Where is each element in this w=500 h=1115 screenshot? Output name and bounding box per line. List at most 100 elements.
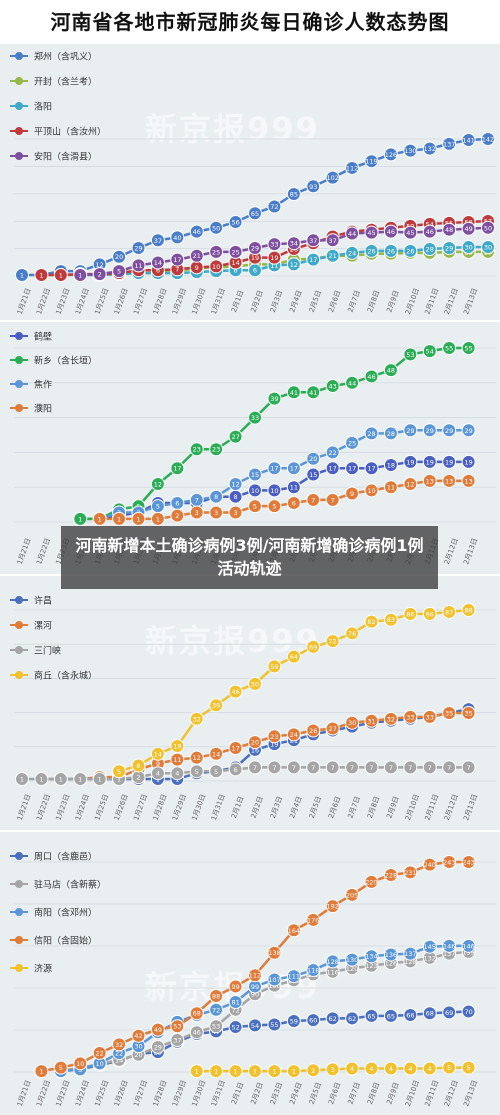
data-point — [364, 949, 379, 964]
data-label: 23 — [270, 733, 278, 741]
data-label: 56 — [231, 218, 239, 226]
x-tick-label: 2月8日 — [366, 289, 381, 313]
data-point — [403, 606, 418, 621]
data-point — [267, 760, 282, 775]
data-point — [461, 454, 476, 469]
data-label: 164 — [288, 927, 300, 935]
data-label: 1 — [39, 776, 43, 784]
data-point — [325, 445, 340, 460]
data-label: 49 — [464, 225, 472, 233]
data-point — [189, 224, 204, 239]
x-tick-label: 2月1日 — [230, 1081, 245, 1105]
data-point — [345, 226, 360, 241]
data-label: 1 — [98, 776, 102, 784]
data-point — [267, 499, 282, 514]
data-label: 146 — [443, 942, 455, 950]
data-label: 1 — [214, 1068, 218, 1076]
data-point — [383, 243, 398, 258]
x-tick-label: 1月23日 — [55, 793, 72, 821]
data-label: 14 — [154, 750, 162, 758]
data-point — [306, 1013, 321, 1028]
data-label: 30 — [464, 244, 472, 252]
data-label: 1 — [117, 776, 121, 784]
data-label: 112 — [346, 164, 358, 172]
data-label: 4 — [408, 1065, 412, 1073]
data-label: 50 — [251, 680, 259, 688]
data-point — [422, 454, 437, 469]
data-label: 62 — [329, 1015, 337, 1023]
x-tick-label: 2月5日 — [308, 1081, 323, 1105]
data-point — [442, 473, 457, 488]
data-point — [422, 241, 437, 256]
data-label: 99 — [251, 983, 259, 991]
data-point — [422, 1061, 437, 1076]
data-label: 54 — [426, 220, 434, 228]
data-point — [228, 214, 243, 229]
data-point — [267, 237, 282, 252]
data-point — [422, 423, 437, 438]
x-tick-label: 2月6日 — [327, 795, 342, 819]
data-point — [481, 220, 495, 235]
chart-panel-4: 新京报999 1月21日1月22日1月23日1月24日1月25日1月26日1月2… — [0, 832, 500, 1115]
data-label: 55 — [464, 345, 472, 353]
data-point — [364, 760, 379, 775]
data-label: 33 — [406, 713, 414, 721]
x-tick-label: 1月24日 — [74, 793, 91, 821]
data-point — [209, 1002, 224, 1017]
data-label: 41 — [309, 389, 317, 397]
series-line — [80, 245, 488, 277]
data-point — [286, 461, 301, 476]
data-point — [364, 1008, 379, 1023]
x-tick-label: 2月7日 — [347, 795, 362, 819]
data-label: 7 — [408, 764, 412, 772]
data-point — [325, 899, 340, 914]
series-line — [60, 950, 469, 1073]
x-tick-label: 2月10日 — [404, 793, 421, 821]
x-tick-label: 1月28日 — [152, 793, 169, 821]
data-point — [150, 511, 165, 526]
data-point — [442, 1060, 457, 1075]
data-point — [248, 760, 262, 775]
data-point — [228, 1020, 243, 1035]
data-label: 7 — [447, 764, 451, 772]
data-label: 29 — [464, 427, 472, 435]
data-label: 22 — [329, 449, 337, 457]
x-tick-label: 1月21日 — [16, 793, 33, 821]
data-label: 29 — [154, 1043, 162, 1051]
x-tick-label: 1月27日 — [132, 793, 149, 821]
data-label: 5 — [214, 768, 218, 776]
data-label: 19 — [406, 458, 414, 466]
data-label: 126 — [385, 151, 397, 159]
data-point — [325, 248, 340, 263]
data-point — [325, 492, 340, 507]
data-label: 116 — [326, 968, 338, 976]
data-label: 7 — [311, 764, 315, 772]
data-point — [325, 461, 340, 476]
data-point — [267, 1064, 282, 1079]
data-point — [442, 604, 457, 619]
data-label: 46 — [426, 228, 434, 236]
data-point — [131, 258, 146, 273]
chart-panel-3: 新京报999 1月21日 1月22日 1月23日 1月24日 1月25日 1月26日 1月2… — [0, 576, 500, 830]
data-point — [422, 1006, 437, 1021]
data-point — [112, 1037, 127, 1052]
data-label: 11 — [134, 262, 142, 270]
data-point — [189, 1006, 204, 1021]
data-label: 240 — [424, 861, 436, 869]
data-label: 1 — [253, 1068, 257, 1076]
data-point — [112, 511, 127, 526]
data-label: 53 — [406, 351, 414, 359]
data-label: 7 — [369, 764, 373, 772]
data-label: 5 — [195, 768, 199, 776]
data-point — [306, 179, 321, 194]
data-label: 43 — [329, 382, 337, 390]
data-label: 5 — [253, 503, 257, 511]
legend-label: 信阳（含固始） — [34, 935, 97, 947]
x-tick-label: 2月9日 — [385, 1081, 400, 1105]
data-point — [422, 141, 437, 156]
data-label: 30 — [484, 244, 492, 252]
data-label: 32 — [193, 715, 201, 723]
data-point — [364, 461, 379, 476]
data-label: 1 — [20, 272, 24, 280]
data-point — [248, 241, 262, 256]
